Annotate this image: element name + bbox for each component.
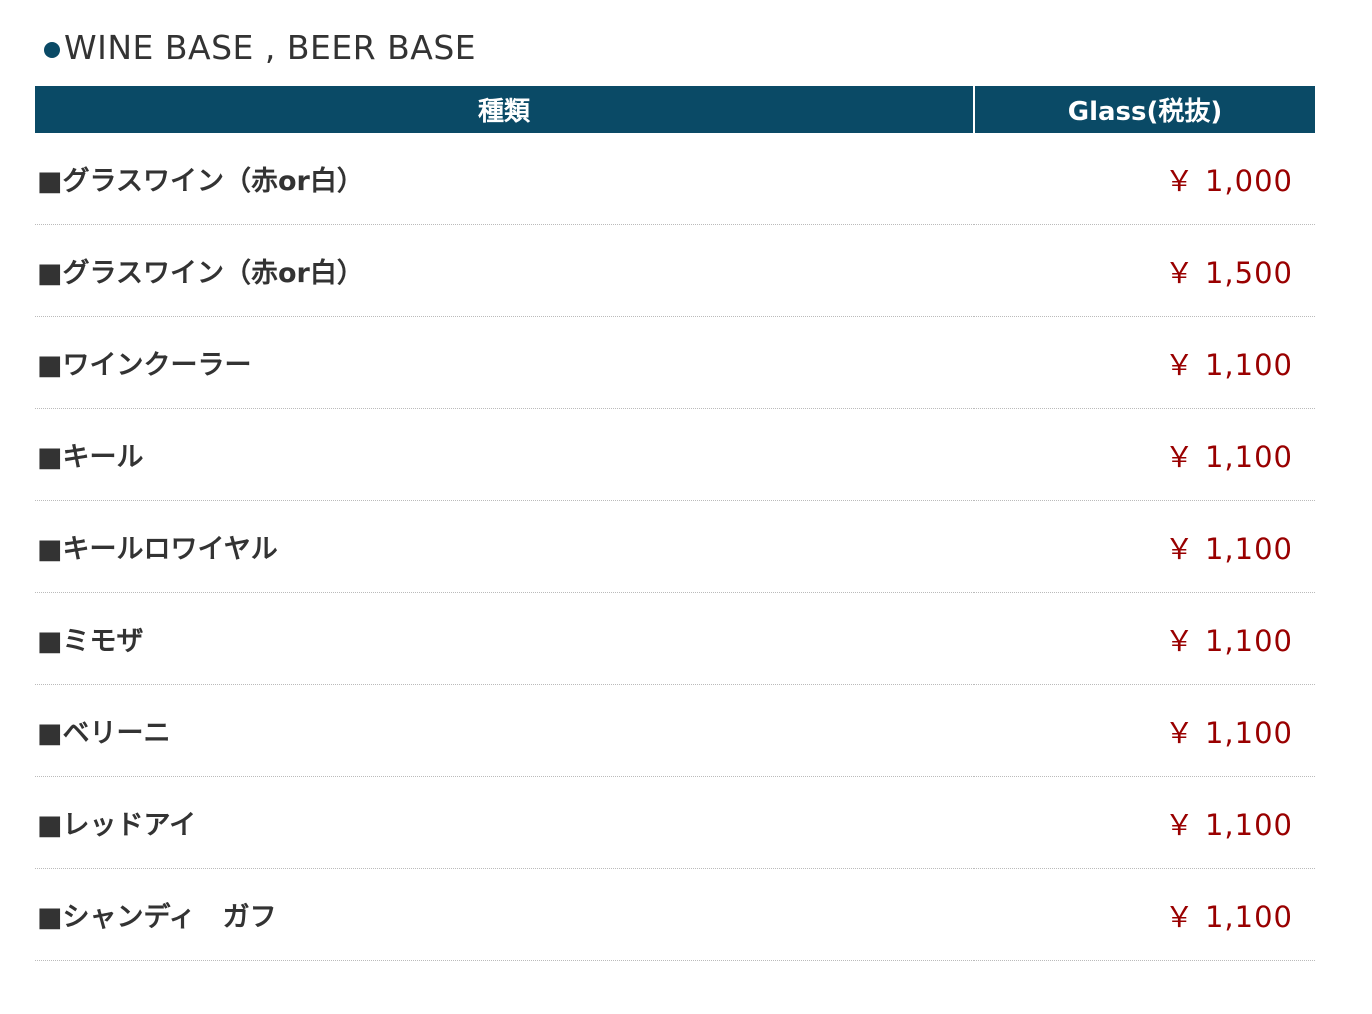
drink-name: ■キール [35, 408, 974, 501]
table-row: ■レッドアイ ￥ 1,100 [35, 776, 1315, 869]
section-title: WINE BASE , BEER BASE [44, 28, 476, 68]
drink-name: ■ワインクーラー [35, 316, 974, 409]
table-row: ■グラスワイン（赤or白） ￥ 1,500 [35, 224, 1315, 317]
drink-name: ■ミモザ [35, 592, 974, 685]
bullet-dot-icon [44, 42, 60, 58]
header-glass-price: Glass(税抜) [974, 86, 1315, 133]
drink-price: ￥ 1,500 [974, 224, 1315, 317]
table-row: ■キールロワイヤル ￥ 1,100 [35, 500, 1315, 593]
drink-price: ￥ 1,100 [974, 592, 1315, 685]
drink-price: ￥ 1,100 [974, 316, 1315, 409]
drink-price: ￥ 1,100 [974, 776, 1315, 869]
table-row: ■キール ￥ 1,100 [35, 408, 1315, 501]
drink-name: ■シャンディ ガフ [35, 868, 974, 961]
table-row: ■シャンディ ガフ ￥ 1,100 [35, 868, 1315, 961]
table-row: ■ベリーニ ￥ 1,100 [35, 684, 1315, 777]
section-title-text: WINE BASE , BEER BASE [64, 28, 477, 67]
table-row: ■グラスワイン（赤or白） ￥ 1,000 [35, 133, 1315, 225]
drink-price: ￥ 1,100 [974, 408, 1315, 501]
table-header-row: 種類 Glass(税抜) [35, 86, 1315, 133]
drink-price: ￥ 1,100 [974, 868, 1315, 961]
drink-name: ■キールロワイヤル [35, 500, 974, 593]
drink-name: ■グラスワイン（赤or白） [35, 133, 974, 225]
drink-price: ￥ 1,000 [974, 133, 1315, 225]
drink-name: ■レッドアイ [35, 776, 974, 869]
drink-price: ￥ 1,100 [974, 500, 1315, 593]
drink-menu-table: 種類 Glass(税抜) ■グラスワイン（赤or白） ￥ 1,000 ■グラスワイン… [35, 86, 1315, 961]
table-row: ■ミモザ ￥ 1,100 [35, 592, 1315, 685]
table-row: ■ワインクーラー ￥ 1,100 [35, 316, 1315, 409]
drink-name: ■ベリーニ [35, 684, 974, 777]
header-type: 種類 [35, 86, 975, 133]
drink-price: ￥ 1,100 [974, 684, 1315, 777]
drink-name: ■グラスワイン（赤or白） [35, 224, 974, 317]
